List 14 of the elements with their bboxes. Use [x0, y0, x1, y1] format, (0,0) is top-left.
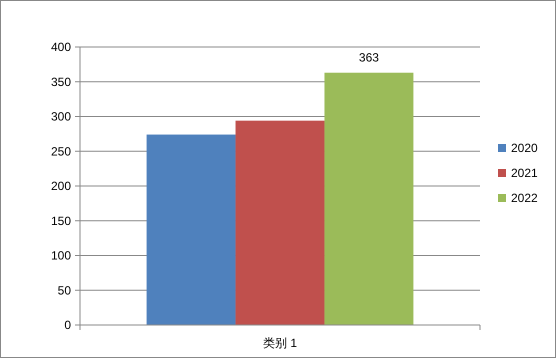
legend-label: 2022: [511, 191, 538, 205]
data-label: 363: [358, 50, 380, 65]
y-tick-label: 150: [50, 214, 72, 228]
y-tick-label: 0: [64, 318, 72, 332]
y-tick-label: 200: [50, 179, 72, 193]
y-tick-label: 400: [50, 40, 72, 54]
legend-label: 2020: [511, 141, 538, 155]
y-tick-label: 50: [58, 283, 72, 298]
x-tick-label: 类别 1: [262, 336, 298, 350]
y-tick-label: 100: [50, 248, 72, 262]
y-tick-label: 300: [50, 110, 72, 124]
y-tick-label: 250: [50, 144, 72, 158]
y-tick-label: 350: [50, 74, 72, 89]
legend-label: 2021: [511, 166, 538, 180]
